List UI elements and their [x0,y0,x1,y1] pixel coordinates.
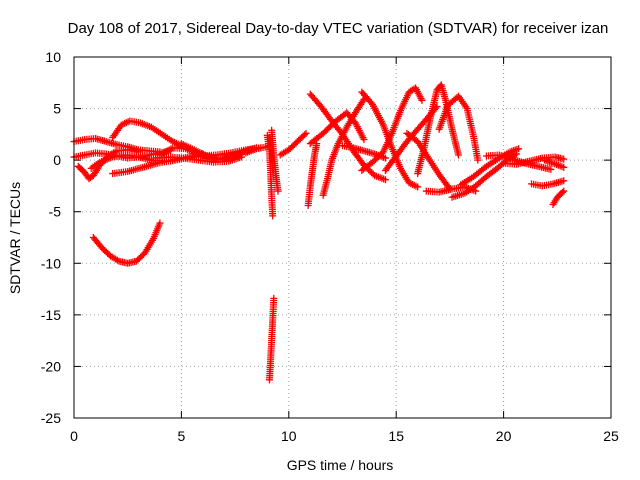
data-point [381,154,389,162]
x-tick-label: 10 [281,428,297,444]
data-point [558,188,566,196]
plot-frame [73,56,612,419]
data-point [560,155,568,163]
y-tick-label: 5 [53,101,61,117]
grid-lines [74,57,611,418]
series-arc-32 [500,153,568,168]
data-point [418,96,426,104]
data-point [515,145,523,153]
series-arc-17 [304,140,321,210]
data-points [70,81,568,384]
x-tick-label: 25 [603,428,619,444]
data-point [381,176,389,184]
y-tick-label: -10 [41,255,61,271]
series-arc-22 [358,84,426,174]
data-point [359,97,367,105]
series-arc-25 [403,129,454,193]
series-arc-10 [152,153,246,166]
series-arc-34 [540,156,568,171]
data-point [269,212,277,220]
data-point [560,187,568,195]
x-axis-ticks: 0 5 10 15 20 25 [70,57,619,444]
series-arc-14 [265,294,278,384]
series-arc-16 [276,129,310,159]
series-arc-35 [549,187,568,208]
data-point [474,156,482,164]
series-arc-31 [482,151,555,173]
data-point [560,177,568,185]
series-arc-05 [89,219,164,267]
x-axis-label: GPS time / hours [287,457,394,473]
data-point [270,294,278,302]
y-tick-label: 0 [53,152,61,168]
y-tick-label: -20 [41,358,61,374]
series-arc-21 [358,88,422,191]
x-tick-label: 0 [70,428,78,444]
y-tick-label: -15 [41,307,61,323]
y-tick-label: -25 [41,410,61,426]
data-point [274,187,282,195]
x-tick-label: 5 [178,428,186,444]
series-arc-13 [263,131,277,220]
chart-title: Day 108 of 2017, Sidereal Day-to-day VTE… [68,20,609,37]
y-tick-label: 10 [45,49,61,65]
series-arc-15 [268,126,282,195]
series-arc-27 [435,92,482,164]
y-axis-label: SDTVAR / TECUs [7,182,23,294]
y-tick-label: -5 [49,204,62,220]
y-axis-ticks: 10 5 0 -5 -10 -15 -20 -25 [41,49,611,426]
x-tick-label: 20 [496,428,512,444]
series-arc-19 [319,95,368,199]
data-point [454,151,462,159]
data-point [301,131,309,139]
series-arc-12 [242,143,271,157]
x-tick-label: 15 [388,428,404,444]
data-point [360,136,368,144]
series-arc-33 [528,177,568,190]
series-arc-20 [306,109,368,148]
series-arc-23 [339,142,389,162]
data-point [302,129,310,137]
data-point [560,163,568,171]
data-point [156,219,164,227]
data-point [547,165,555,173]
data-point [414,183,422,191]
